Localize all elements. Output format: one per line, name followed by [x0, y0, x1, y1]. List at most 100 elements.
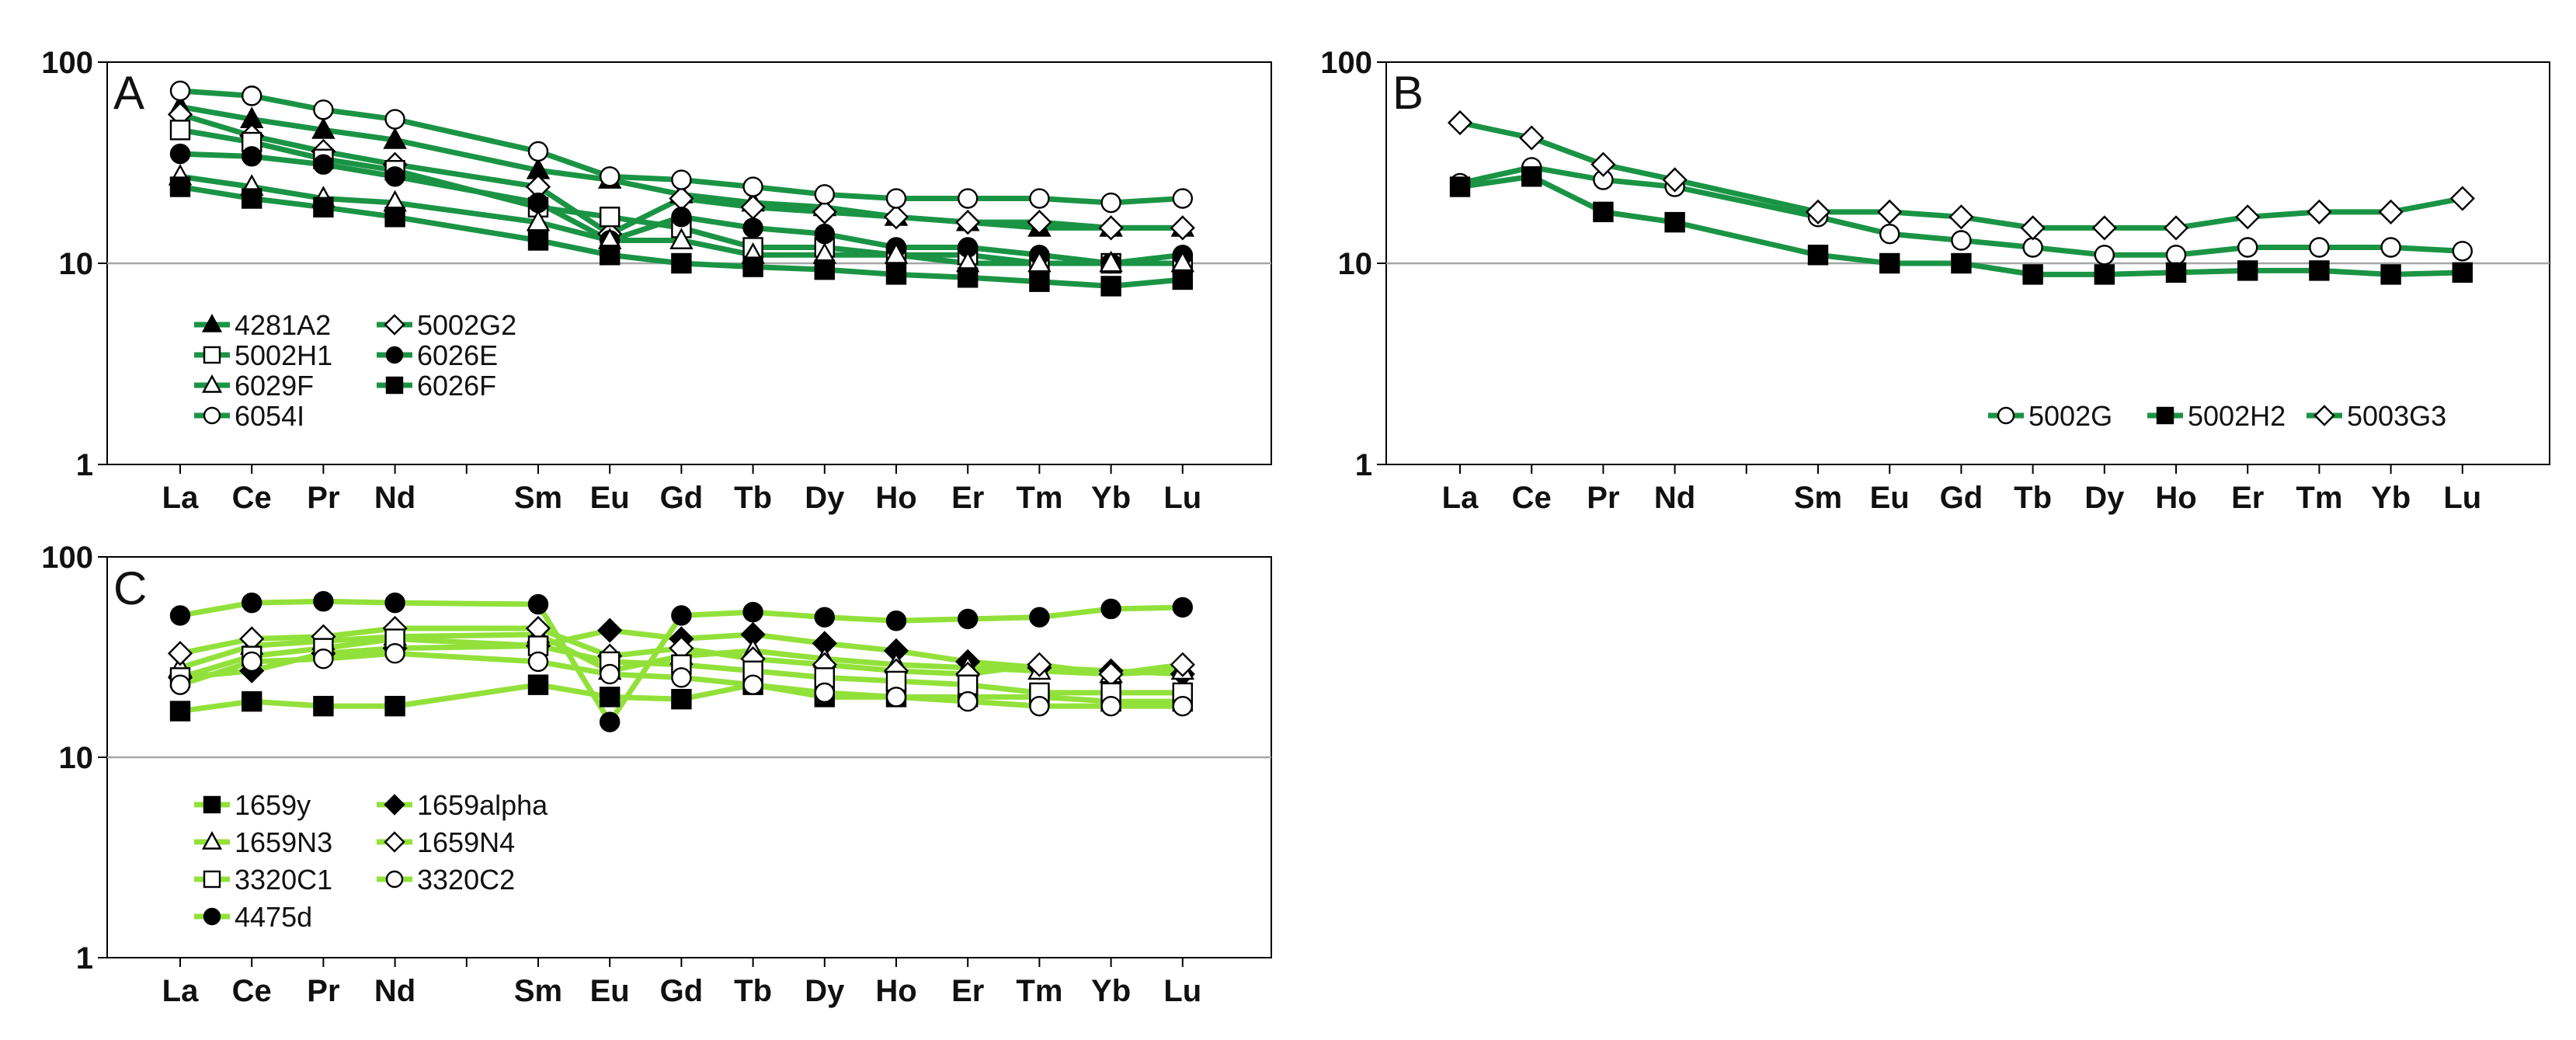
legend-item: 1659N4	[377, 826, 515, 858]
y-tick-label: 1	[76, 448, 93, 482]
x-tick-label: Gd	[660, 974, 704, 1008]
y-tick-label: 100	[41, 46, 93, 80]
x-tick-label: Ce	[232, 481, 272, 515]
data-point-5003g3-yb	[2378, 199, 2404, 224]
data-point-4475d-nd	[384, 592, 405, 614]
data-point-1659n4-la	[167, 641, 193, 666]
data-point-6054i-eu	[600, 166, 621, 187]
legend-marker	[384, 314, 405, 336]
data-point-6054i-dy	[814, 184, 836, 205]
data-point-5003g3-gd	[1949, 204, 1974, 230]
data-point-3320c2-eu	[600, 663, 621, 685]
data-point-4475d-ho	[885, 610, 907, 631]
data-point-6026f-gd	[671, 252, 692, 274]
data-point-6054i-lu	[1172, 188, 1194, 209]
legend-label: 1659alpha	[417, 789, 548, 821]
series-line-3320c2	[179, 650, 1183, 709]
x-tick-label: Ce	[1512, 481, 1552, 515]
legend-marker	[385, 870, 404, 889]
data-point-6026f-tm	[1029, 271, 1050, 292]
data-point-3320c2-pr	[313, 649, 334, 670]
data-point-6026f-la	[169, 176, 191, 197]
data-point-6029f-yb	[1099, 250, 1123, 273]
data-point-1659y-gd	[671, 688, 692, 710]
data-point-5003g3-tm	[2307, 199, 2332, 224]
data-point-6026e-pr	[313, 154, 334, 175]
data-point-3320c2-tm	[1029, 695, 1050, 717]
x-tick-label: La	[162, 481, 199, 515]
data-point-1659alpha-eu	[597, 617, 623, 643]
data-point-6054i-nd	[384, 109, 405, 130]
data-point-6054i-pr	[313, 99, 334, 120]
data-point-1659y-pr	[313, 695, 334, 717]
series-line-6054i	[179, 88, 1184, 206]
data-point-5002g2-er	[955, 210, 981, 235]
legend-marker	[201, 374, 223, 393]
legend-label: 6026F	[417, 370, 496, 402]
x-tick-label: Gd	[660, 481, 704, 515]
data-point-5002g-tm	[2309, 237, 2330, 258]
data-point-5003g3-er	[2235, 204, 2261, 230]
data-point-6026e-la	[169, 143, 191, 165]
x-tick-label: Eu	[590, 974, 630, 1008]
legend-marker	[385, 376, 404, 395]
data-point-5002h2-yb	[2380, 264, 2401, 285]
data-point-5003g3-pr	[1590, 151, 1616, 177]
legend-label: 6026E	[417, 339, 498, 371]
data-point-4281a2-pr	[311, 117, 335, 139]
data-point-6026f-nd	[384, 207, 405, 228]
data-point-5003g3-dy	[2091, 215, 2117, 241]
data-point-3320c2-ce	[242, 651, 262, 673]
data-point-3320c2-nd	[384, 643, 405, 664]
series-line-6026e	[179, 151, 1184, 266]
x-tick-label: Tm	[1016, 481, 1062, 515]
x-tick-label: Eu	[590, 481, 630, 515]
panel-label: A	[113, 67, 144, 119]
legend-item: 1659N3	[194, 826, 332, 858]
legend-label: 3320C2	[417, 864, 515, 896]
data-point-5002g-ho	[2165, 245, 2187, 266]
data-point-6026f-er	[957, 267, 979, 288]
legend-item: 5002H1	[194, 339, 332, 371]
data-point-5002g2-ho	[883, 204, 909, 230]
data-point-5003g3-eu	[1877, 199, 1903, 224]
data-point-3320c2-sm	[527, 651, 549, 673]
x-tick-label: Tb	[734, 481, 772, 515]
data-point-5002g-yb	[2380, 237, 2401, 258]
legend-item: 6054I	[194, 400, 304, 432]
series-line-4475d	[179, 598, 1183, 725]
legend-label: 6054I	[235, 400, 304, 432]
x-tick-label: Ho	[2155, 481, 2196, 515]
series-line-5003g3	[1459, 120, 2463, 231]
series-line-3320c1	[179, 636, 1183, 696]
data-point-5002h1-la	[169, 120, 191, 141]
data-point-6054i-sm	[527, 141, 549, 162]
panel-c: 1 10 100 La Ce Pr Nd Sm Eu Gd Tb Dy Ho Er Tm Yb Lu C 1659y…	[41, 541, 1272, 1008]
data-point-6054i-ce	[242, 85, 262, 106]
x-tick-label: La	[1442, 481, 1479, 515]
legend-item: 6026F	[377, 370, 496, 402]
data-point-6026f-ho	[885, 264, 907, 285]
data-point-6054i-tm	[1029, 188, 1050, 209]
x-tick-label: Pr	[1587, 481, 1619, 515]
legend-item: 5002H2	[2147, 400, 2286, 432]
panel-b: 1 10 100 La Ce Pr Nd Sm Eu Gd Tb Dy Ho Er Tm Yb Lu B 5002G…	[1320, 46, 2550, 515]
legend: 5002G 5002H2 5003G3	[1988, 400, 2446, 432]
legend-item: 1659y	[194, 789, 311, 821]
data-point-3320c2-yb	[1100, 695, 1121, 717]
x-tick-label: Sm	[514, 481, 562, 515]
data-point-5003g3-la	[1447, 110, 1473, 136]
y-tick-label: 1	[1355, 448, 1372, 482]
data-point-6026e-dy	[814, 223, 836, 245]
data-point-3320c2-gd	[671, 667, 692, 688]
data-point-4475d-eu	[600, 711, 621, 732]
data-point-1659n4-tm	[1027, 652, 1052, 677]
legend-item: 5002G	[1988, 400, 2112, 432]
data-point-5002g2-tm	[1027, 210, 1052, 235]
legend-item: 3320C1	[194, 864, 332, 896]
data-point-5002g-gd	[1951, 230, 1972, 251]
data-point-6029f-ho	[884, 242, 909, 264]
legend-marker	[2156, 406, 2174, 425]
series-line-5002h2	[1459, 173, 2463, 277]
